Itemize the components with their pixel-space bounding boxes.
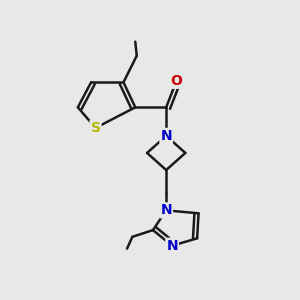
Text: N: N	[166, 239, 178, 253]
Text: N: N	[160, 203, 172, 218]
Text: N: N	[160, 129, 172, 143]
Text: S: S	[91, 121, 100, 135]
Text: O: O	[171, 74, 182, 88]
